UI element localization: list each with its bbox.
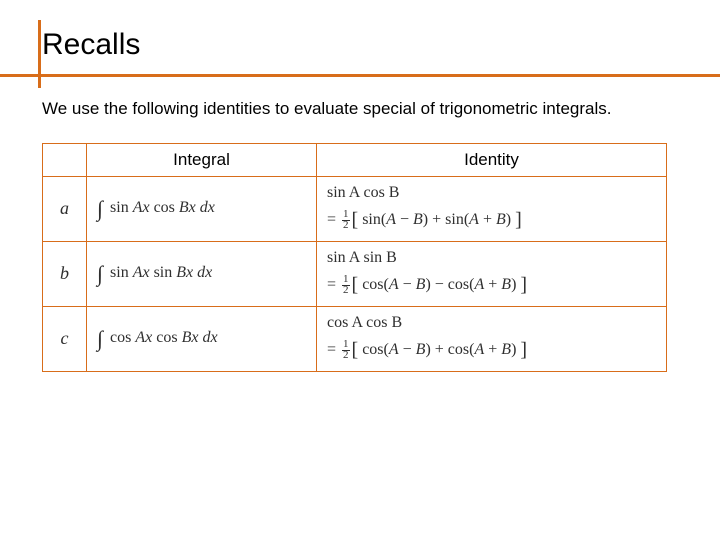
one-half: 12 [342, 210, 350, 231]
row-integral: ∫ cos Ax cos Bx dx [87, 306, 317, 371]
integral-icon: ∫ [97, 196, 103, 222]
integral-icon: ∫ [97, 326, 103, 352]
table-row: c ∫ cos Ax cos Bx dx cos A cos B = 12[ c… [43, 306, 667, 371]
row-identity: cos A cos B = 12[ cos(A − B) + cos(A + B… [317, 306, 667, 371]
header-integral: Integral [87, 143, 317, 176]
row-identity: sin A cos B = 12[ sin(A − B) + sin(A + B… [317, 176, 667, 241]
header-identity: Identity [317, 143, 667, 176]
title-underline [0, 74, 720, 77]
intro-text: We use the following identities to evalu… [42, 98, 684, 121]
row-label: b [43, 241, 87, 306]
integral-expr: sin Ax cos Bx dx [106, 199, 215, 216]
identity-line2: = 12[ cos(A − B) − cos(A + B) ] [327, 270, 656, 300]
one-half: 12 [342, 340, 350, 361]
row-label: c [43, 306, 87, 371]
table-row: a ∫ sin Ax cos Bx dx sin A cos B = 12[ s… [43, 176, 667, 241]
integral-icon: ∫ [97, 261, 103, 287]
header-blank [43, 143, 87, 176]
row-integral: ∫ sin Ax sin Bx dx [87, 241, 317, 306]
page-title: Recalls [42, 28, 684, 68]
identity-line1: sin A sin B [327, 246, 656, 270]
title-vertical-rule [38, 20, 41, 88]
integral-expr: cos Ax cos Bx dx [106, 329, 218, 346]
table-row: b ∫ sin Ax sin Bx dx sin A sin B = 12[ c… [43, 241, 667, 306]
row-identity: sin A sin B = 12[ cos(A − B) − cos(A + B… [317, 241, 667, 306]
table-header-row: Integral Identity [43, 143, 667, 176]
one-half: 12 [342, 275, 350, 296]
identities-table: Integral Identity a ∫ sin Ax cos Bx dx s… [42, 143, 667, 372]
identity-line2: = 12[ sin(A − B) + sin(A + B) ] [327, 205, 656, 235]
identity-line2: = 12[ cos(A − B) + cos(A + B) ] [327, 335, 656, 365]
row-integral: ∫ sin Ax cos Bx dx [87, 176, 317, 241]
identity-line1: cos A cos B [327, 311, 656, 335]
row-label: a [43, 176, 87, 241]
integral-expr: sin Ax sin Bx dx [106, 264, 212, 281]
identity-line1: sin A cos B [327, 181, 656, 205]
